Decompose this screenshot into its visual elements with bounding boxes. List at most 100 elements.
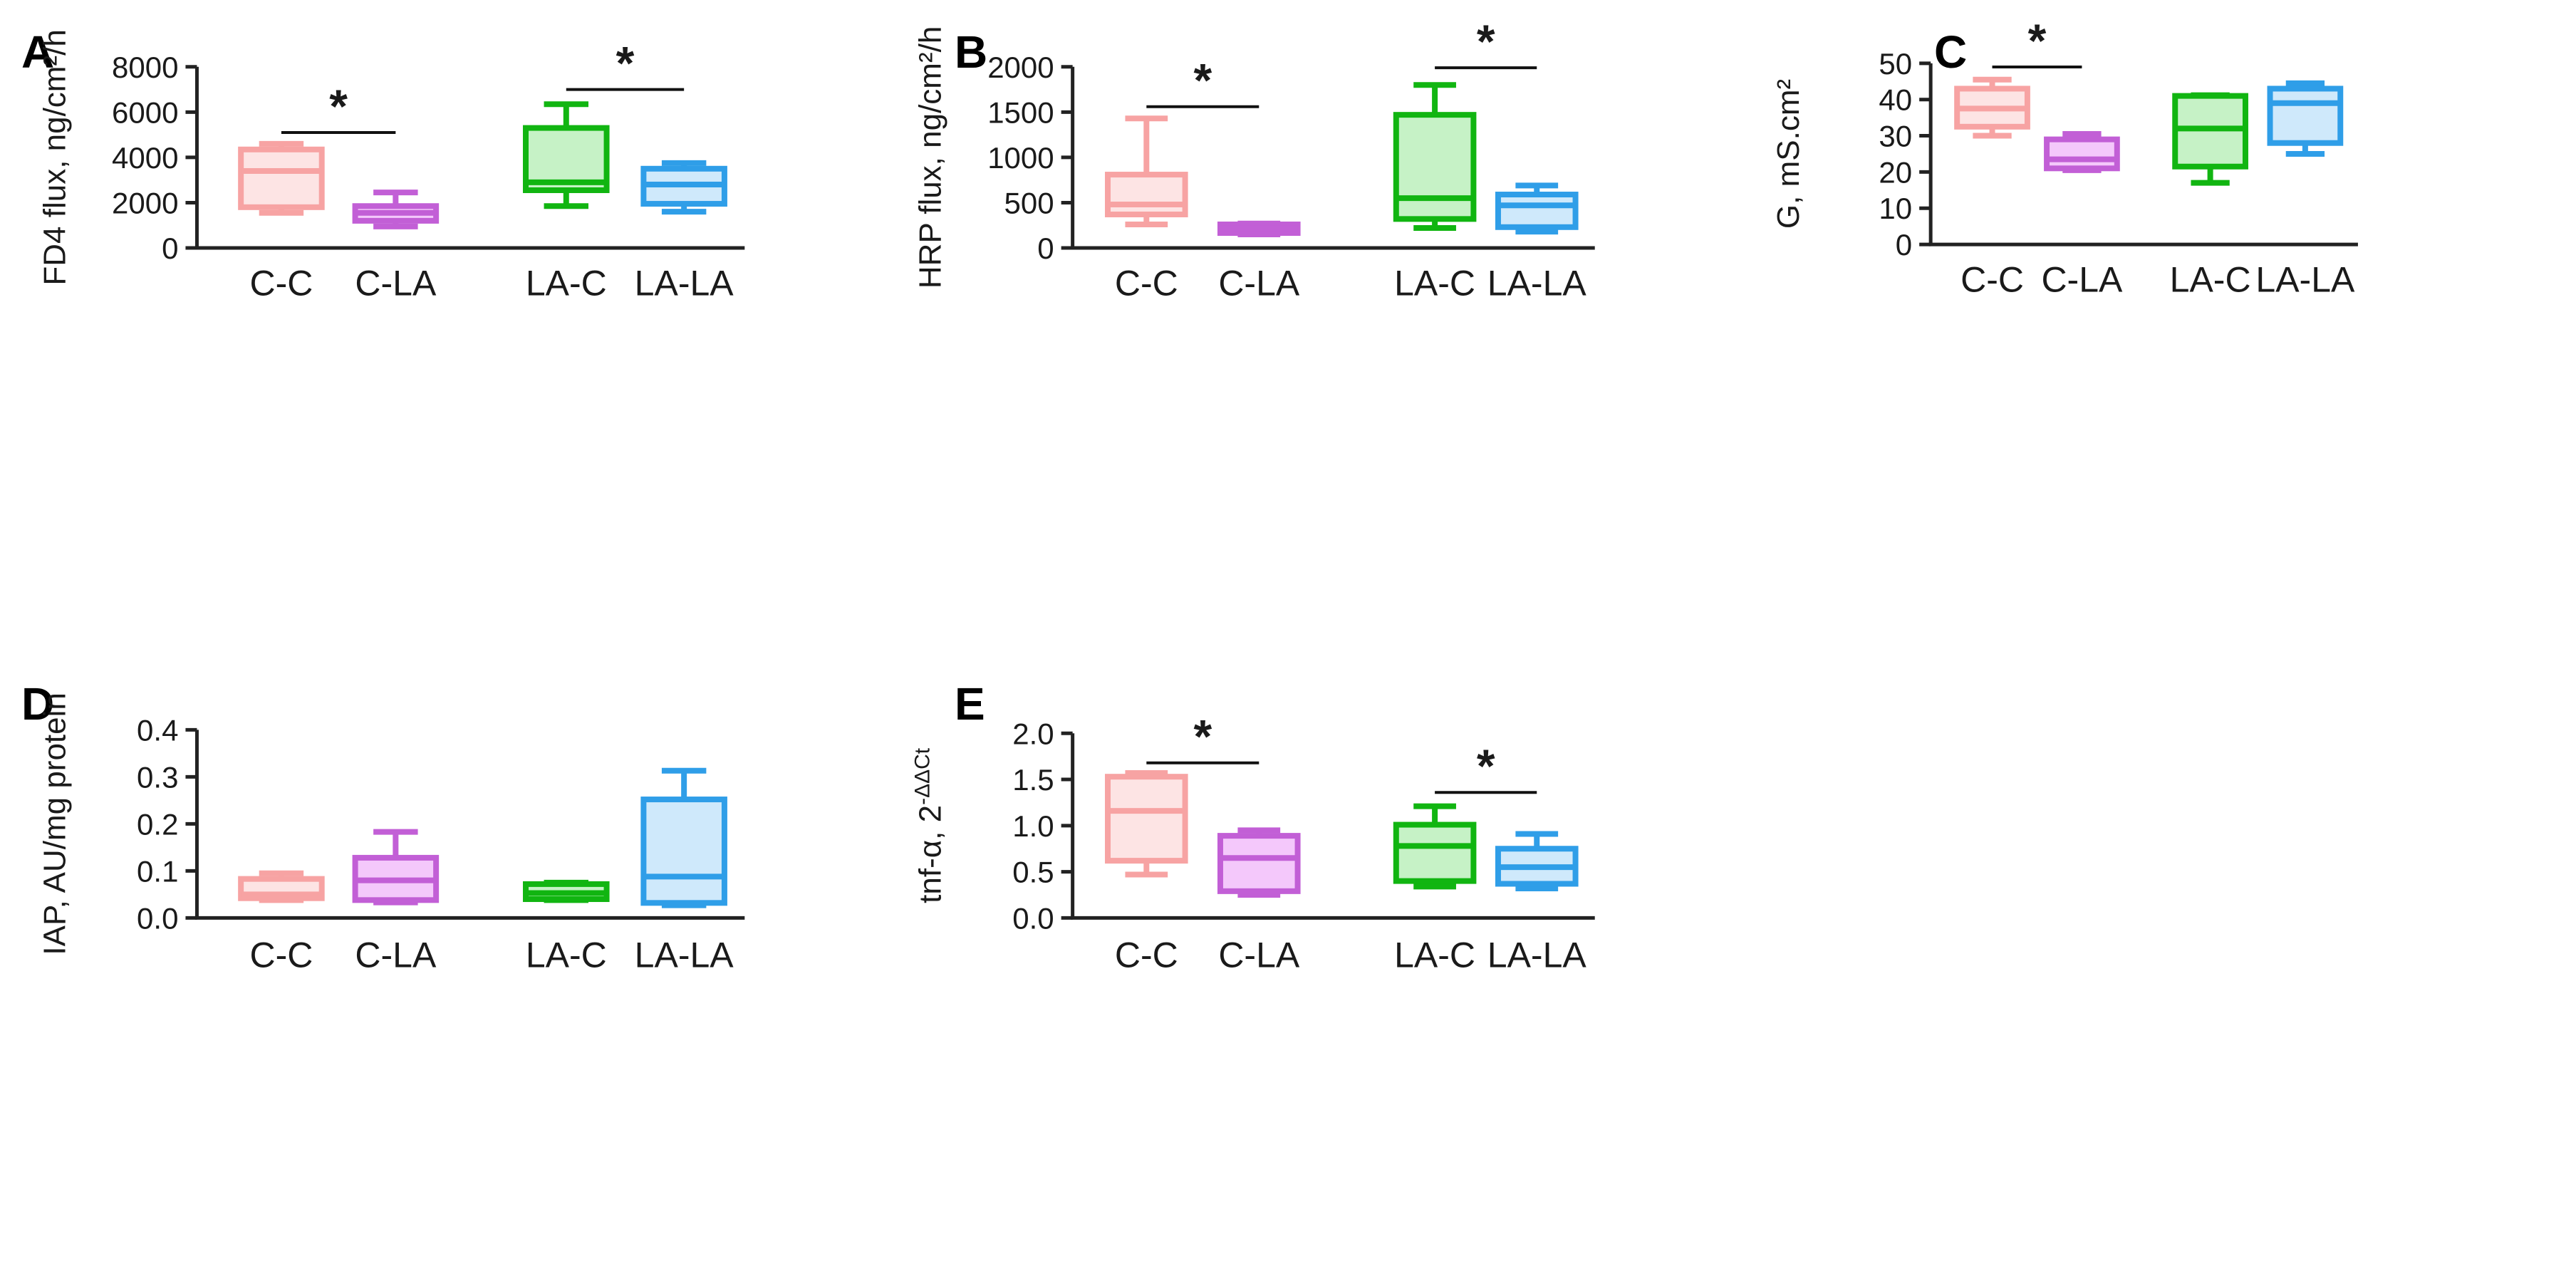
significance-marker: * [281, 80, 396, 134]
x-category-label: C-C [1115, 264, 1178, 304]
box-LA-C [523, 879, 610, 903]
significance-marker: * [1146, 54, 1260, 108]
panel-D: D IAP, AU/mg protein 0.0 0.1 0.2 0.3 0.4 C-C C… [21, 678, 745, 975]
y-tick-label: 20 [1879, 155, 1912, 189]
x-category-label: C-C [1960, 260, 2024, 300]
box-LA-LA [2267, 80, 2344, 157]
y-axis-label-text: G, mS.cm² [1771, 79, 1806, 229]
box-C-LA [1217, 827, 1301, 898]
y-tick-label: 500 [1004, 186, 1054, 219]
y-tick-label: 50 [1879, 47, 1912, 81]
x-category-label: LA-LA [1487, 935, 1587, 975]
panel-letter-B: B [955, 26, 987, 78]
y-tick-label: 0.3 [137, 760, 178, 794]
significance-marker: * [1435, 15, 1537, 70]
significance-marker: * [1992, 14, 2082, 68]
x-category-label: C-C [249, 264, 313, 304]
y-tick-label: 4000 [112, 141, 178, 175]
iqr-box [1217, 833, 1301, 894]
x-category-label: LA-C [2170, 260, 2251, 300]
box-LA-LA [1495, 831, 1579, 891]
x-category-label: LA-LA [635, 264, 734, 304]
box-LA-LA [640, 767, 727, 908]
y-axis-label-text: FD4 flux, ng/cm²/h [37, 29, 72, 285]
y-tick-label: 1.5 [1012, 763, 1054, 797]
y-axis-label-text: HRP flux, ng/cm²/h [913, 26, 948, 289]
y-tick-label: 0.4 [137, 713, 178, 747]
significance-star: * [1477, 15, 1495, 68]
box-C-C [238, 870, 325, 903]
x-category-label: C-LA [1218, 935, 1300, 975]
significance-star: * [1477, 740, 1495, 792]
y-tick-label: 0.0 [137, 901, 178, 935]
y-axis-label: FD4 flux, ng/cm²/h [37, 29, 72, 285]
box-LA-C [1393, 82, 1477, 232]
y-tick-label: 30 [1879, 120, 1912, 153]
significance-star: * [329, 80, 348, 133]
x-category-label: LA-LA [1487, 264, 1587, 304]
box-LA-C [1393, 803, 1477, 890]
x-category-label: LA-C [526, 935, 607, 975]
significance-marker: * [566, 37, 685, 91]
y-tick-label: 0.1 [137, 854, 178, 888]
iqr-box [1393, 821, 1477, 884]
panel-A: A FD4 flux, ng/cm²/h 0 2000 4000 6000 8000 C-… [21, 26, 745, 304]
y-tick-label: 2.0 [1012, 717, 1054, 750]
box-C-LA [2044, 131, 2120, 173]
y-tick-label: 0.2 [137, 807, 178, 841]
y-tick-label: 8000 [112, 51, 178, 84]
significance-marker: * [1435, 740, 1537, 794]
y-axis-label: IAP, AU/mg protein [37, 693, 72, 955]
y-axis-label-text: IAP, AU/mg protein [37, 693, 72, 955]
x-category-label: LA-LA [2255, 260, 2355, 300]
y-tick-label: 2000 [112, 186, 178, 219]
x-category-label: LA-C [526, 264, 607, 304]
box-C-C [1954, 76, 2030, 139]
y-axis-label: G, mS.cm² [1771, 79, 1806, 229]
y-axis-label-superscript: -ΔΔCt [911, 747, 935, 805]
box-C-LA [352, 829, 440, 906]
significance-star: * [2028, 14, 2047, 67]
box-C-C [1105, 769, 1188, 878]
box-C-LA [352, 190, 440, 229]
y-tick-label: 1000 [987, 141, 1054, 175]
box-C-C [1105, 115, 1188, 227]
y-tick-label: 2000 [987, 51, 1054, 84]
iqr-box [640, 797, 727, 906]
box-C-C [238, 140, 325, 216]
x-category-label: C-LA [2041, 260, 2123, 300]
x-category-label: LA-C [1394, 935, 1475, 975]
y-axis-label-main: tnf-α, 2 [913, 805, 948, 903]
x-category-label: C-C [1115, 935, 1178, 975]
y-tick-label: 1500 [987, 95, 1054, 129]
x-category-label: C-C [249, 935, 313, 975]
x-category-label: C-LA [1218, 264, 1300, 304]
y-axis-label-text: tnf-α, 2-ΔΔCt [911, 747, 948, 903]
y-tick-label: 6000 [112, 95, 178, 129]
box-LA-C [2172, 92, 2248, 186]
x-category-label: LA-C [1394, 264, 1475, 304]
panel-letter-C: C [1934, 26, 1967, 78]
iqr-box [1393, 112, 1477, 222]
iqr-box [1105, 172, 1188, 217]
y-tick-label: 10 [1879, 192, 1912, 225]
y-axis-label: tnf-α, 2-ΔΔCt [911, 747, 948, 903]
iqr-box [2267, 85, 2344, 146]
y-tick-label: 0.0 [1012, 901, 1054, 935]
box-LA-LA [640, 160, 727, 215]
y-axis-label: HRP flux, ng/cm²/h [913, 26, 948, 289]
panel-letter-D: D [21, 678, 54, 730]
iqr-box [1105, 774, 1188, 864]
significance-star: * [1193, 54, 1212, 107]
significance-star: * [616, 37, 635, 90]
iqr-box [1495, 192, 1579, 230]
iqr-box [238, 146, 325, 210]
y-tick-label: 0 [162, 232, 178, 265]
panel-B: B HRP flux, ng/cm²/h 0 500 1000 1500 2000 C-C… [913, 15, 1595, 304]
x-category-label: LA-LA [635, 935, 734, 975]
panel-E: E tnf-α, 2-ΔΔCt 0.0 0.5 1.0 1.5 2.0 C-C C-LA LA… [911, 678, 1595, 975]
significance-star: * [1193, 710, 1212, 763]
x-category-label: C-LA [355, 935, 437, 975]
